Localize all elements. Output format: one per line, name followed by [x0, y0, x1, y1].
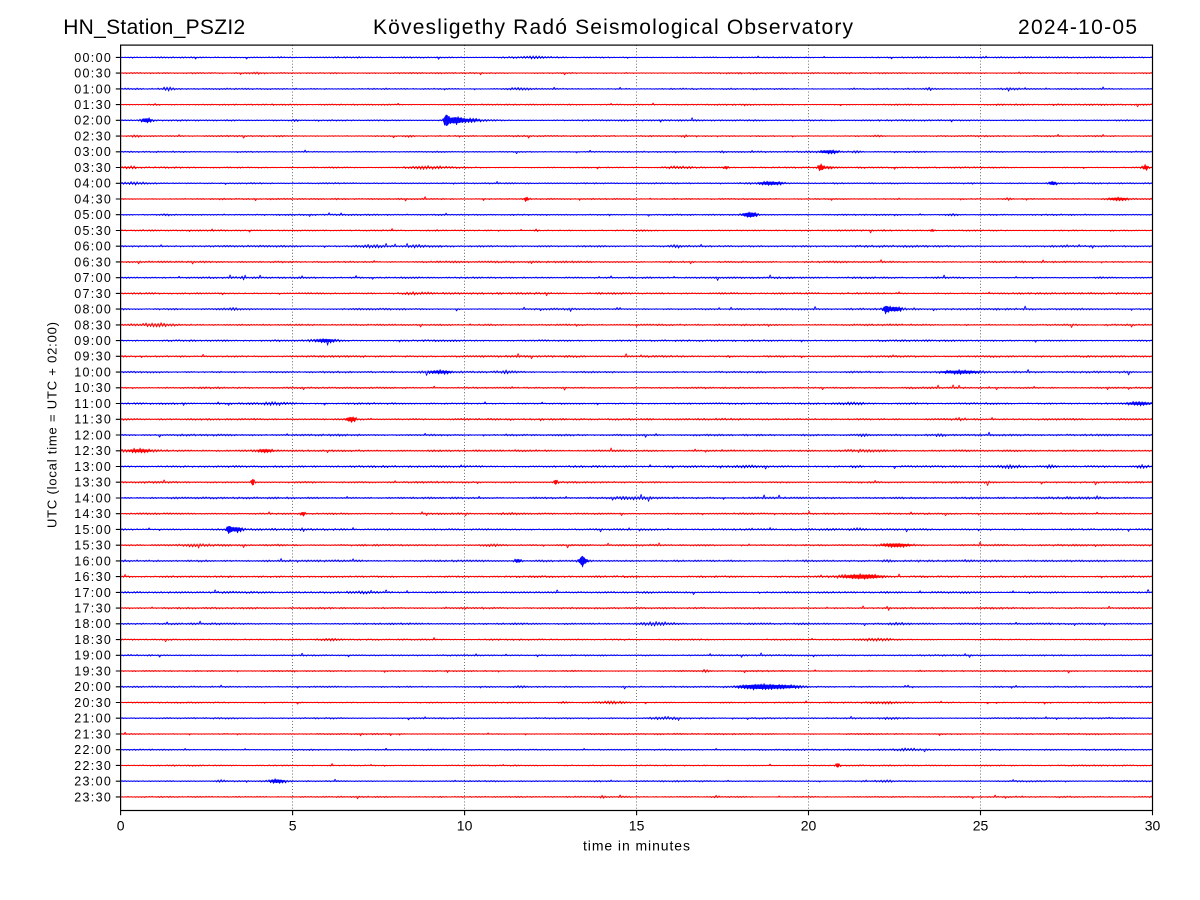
svg-text:20:00: 20:00 — [74, 680, 111, 694]
svg-text:06:30: 06:30 — [74, 255, 111, 269]
svg-text:01:30: 01:30 — [74, 98, 111, 112]
svg-text:02:30: 02:30 — [74, 130, 111, 144]
svg-text:22:00: 22:00 — [74, 743, 111, 757]
svg-text:15:30: 15:30 — [74, 539, 111, 553]
svg-text:04:30: 04:30 — [74, 192, 111, 206]
svg-text:18:00: 18:00 — [74, 617, 111, 631]
svg-text:09:30: 09:30 — [74, 350, 111, 364]
svg-text:08:30: 08:30 — [74, 318, 111, 332]
svg-text:02:00: 02:00 — [74, 114, 111, 128]
svg-text:19:30: 19:30 — [74, 664, 111, 678]
svg-text:14:30: 14:30 — [74, 507, 111, 521]
svg-text:00:30: 00:30 — [74, 67, 111, 81]
svg-text:17:30: 17:30 — [74, 602, 111, 616]
svg-text:16:30: 16:30 — [74, 570, 111, 584]
svg-text:17:00: 17:00 — [74, 586, 111, 600]
svg-text:03:30: 03:30 — [74, 161, 111, 175]
svg-text:10: 10 — [457, 817, 473, 833]
svg-text:UTC (local time = UTC + 02:00): UTC (local time = UTC + 02:00) — [45, 322, 60, 528]
svg-text:23:00: 23:00 — [74, 775, 111, 789]
svg-text:07:00: 07:00 — [74, 271, 111, 285]
svg-text:05:00: 05:00 — [74, 208, 111, 222]
svg-text:11:00: 11:00 — [74, 397, 111, 411]
svg-text:00:00: 00:00 — [74, 51, 111, 65]
svg-text:05:30: 05:30 — [74, 224, 111, 238]
svg-text:21:00: 21:00 — [74, 712, 111, 726]
svg-text:15:00: 15:00 — [74, 523, 111, 537]
svg-text:04:00: 04:00 — [74, 177, 111, 191]
svg-text:01:00: 01:00 — [74, 82, 111, 96]
svg-text:07:30: 07:30 — [74, 287, 111, 301]
svg-text:15: 15 — [629, 817, 645, 833]
svg-text:16:00: 16:00 — [74, 554, 111, 568]
svg-text:09:00: 09:00 — [74, 334, 111, 348]
svg-text:12:30: 12:30 — [74, 444, 111, 458]
svg-text:25: 25 — [973, 817, 989, 833]
svg-text:HN_Station_PSZI2: HN_Station_PSZI2 — [63, 16, 245, 39]
svg-text:time in minutes: time in minutes — [583, 838, 690, 854]
svg-text:20:30: 20:30 — [74, 696, 111, 710]
svg-text:13:00: 13:00 — [74, 460, 111, 474]
svg-text:23:30: 23:30 — [74, 790, 111, 804]
svg-text:30: 30 — [1145, 817, 1161, 833]
svg-text:08:00: 08:00 — [74, 303, 111, 317]
svg-text:Kövesligethy Radó Seismologica: Kövesligethy Radó Seismological Observat… — [373, 16, 854, 39]
svg-text:0: 0 — [117, 817, 125, 833]
svg-text:10:30: 10:30 — [74, 381, 111, 395]
svg-text:10:00: 10:00 — [74, 366, 111, 380]
svg-text:03:00: 03:00 — [74, 145, 111, 159]
svg-text:12:00: 12:00 — [74, 428, 111, 442]
svg-text:19:00: 19:00 — [74, 649, 111, 663]
svg-text:11:30: 11:30 — [74, 413, 111, 427]
svg-text:2024-10-05: 2024-10-05 — [1018, 16, 1137, 39]
svg-text:18:30: 18:30 — [74, 633, 111, 647]
svg-text:06:00: 06:00 — [74, 240, 111, 254]
svg-text:21:30: 21:30 — [74, 727, 111, 741]
svg-text:5: 5 — [289, 817, 297, 833]
svg-text:13:30: 13:30 — [74, 476, 111, 490]
svg-text:22:30: 22:30 — [74, 759, 111, 773]
svg-text:14:00: 14:00 — [74, 491, 111, 505]
svg-text:20: 20 — [801, 817, 817, 833]
